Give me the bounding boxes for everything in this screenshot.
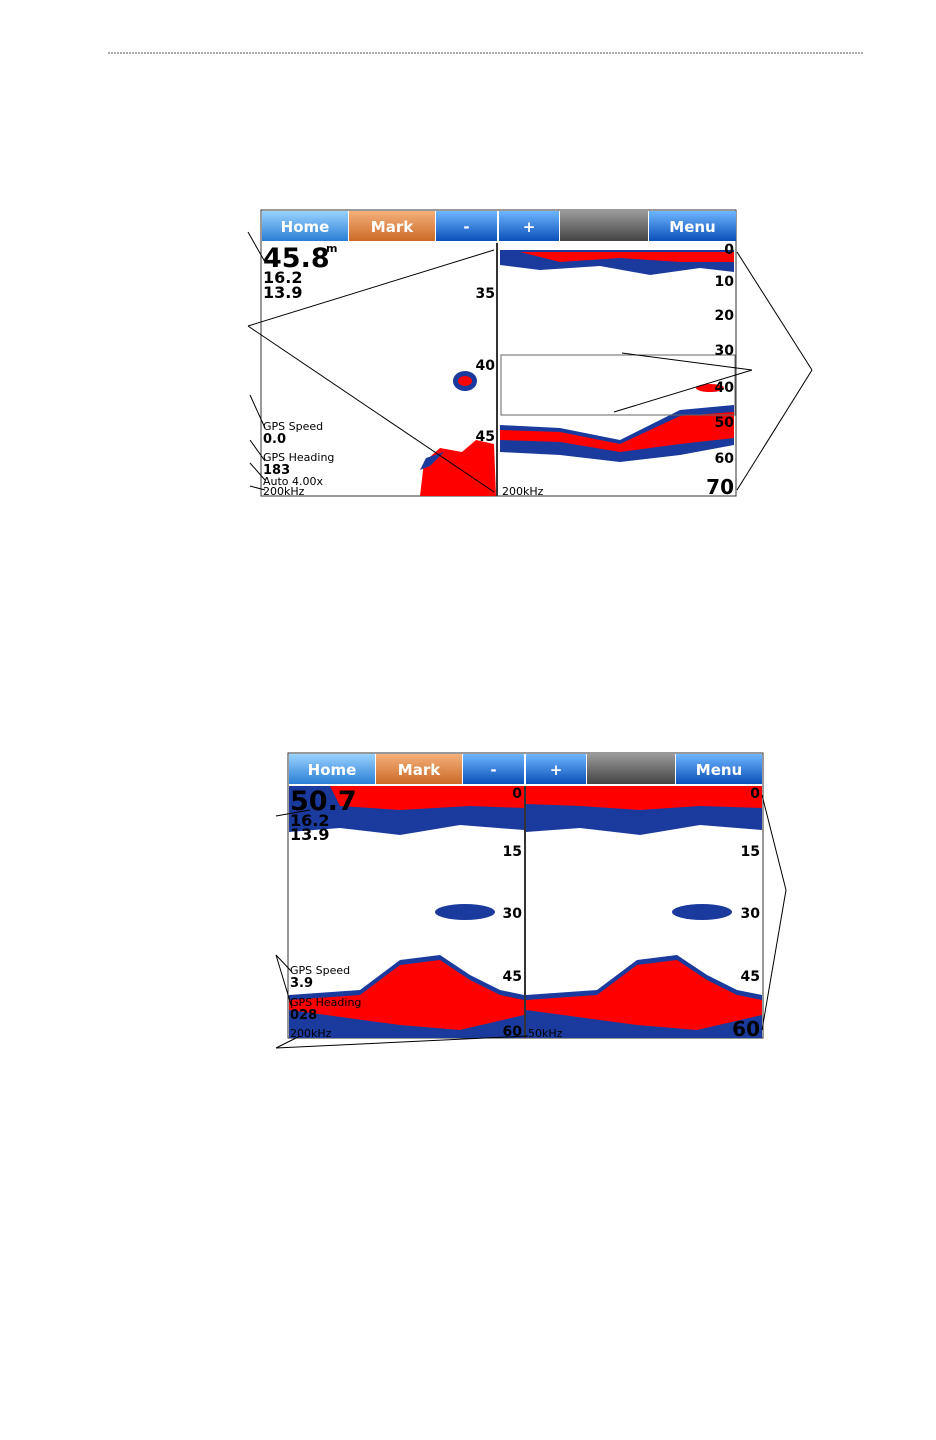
- button[interactable]: [649, 211, 736, 241]
- depth-scale-label: 30: [503, 906, 523, 922]
- depth-scale-label: 15: [503, 844, 522, 860]
- button-label[interactable]: +: [550, 761, 563, 779]
- button-label[interactable]: -: [463, 218, 469, 236]
- readout: 13.9: [263, 283, 302, 302]
- gps-speed: 3.9: [290, 976, 313, 991]
- depth-scale-label: 0: [512, 786, 522, 802]
- depth-scale-label: 0: [750, 786, 760, 802]
- button-label[interactable]: Home: [281, 218, 330, 236]
- button-label[interactable]: Home: [308, 761, 357, 779]
- gps-speed-label: GPS Speed: [263, 420, 323, 433]
- gps-heading: 028: [290, 1008, 317, 1023]
- button-label[interactable]: +: [523, 218, 536, 236]
- gps-heading-label: GPS Heading: [290, 996, 361, 1009]
- depth-scale-label: 45: [476, 429, 495, 445]
- depth-readout: 50.7: [290, 786, 357, 817]
- button-label[interactable]: Mark: [398, 761, 441, 779]
- depth-scale-label: 60: [503, 1024, 523, 1040]
- depth-scale-label: 35: [476, 286, 495, 302]
- button[interactable]: [436, 211, 497, 241]
- sonar-art: [260, 209, 737, 497]
- zoom-level: Auto 4.00x: [263, 475, 324, 488]
- sonar-art: [287, 752, 764, 1039]
- frequency: 200kHz: [290, 1027, 332, 1040]
- button-label[interactable]: -: [490, 761, 496, 779]
- depth-scale-label: 20: [715, 308, 735, 324]
- button[interactable]: [499, 211, 559, 241]
- readout: 16.2: [263, 268, 302, 287]
- button[interactable]: [463, 754, 524, 784]
- depth-scale-label: 30: [741, 906, 761, 922]
- depth-scale-label: 15: [741, 844, 760, 860]
- depth-scale-label: 50: [715, 415, 735, 431]
- gps-speed: 0.0: [263, 432, 286, 447]
- depth-scale-label: 0: [724, 242, 734, 258]
- button[interactable]: [289, 754, 375, 784]
- button[interactable]: [376, 754, 462, 784]
- button[interactable]: [349, 211, 435, 241]
- depth-scale-label: 30: [715, 343, 735, 359]
- button-blank: [587, 754, 675, 784]
- frequency: 200kHz: [502, 485, 544, 498]
- depth-scale-label: 45: [503, 969, 522, 985]
- button-label[interactable]: Menu: [669, 218, 715, 236]
- readout: 13.9: [290, 825, 329, 844]
- button-blank: [560, 211, 648, 241]
- depth-scale-label: 45: [741, 969, 760, 985]
- frequency: 200kHz: [263, 485, 305, 498]
- callout-lines: [247, 231, 813, 1049]
- depth-unit: m: [326, 242, 337, 255]
- depth-scale-label: 60: [715, 451, 735, 467]
- button[interactable]: [262, 211, 348, 241]
- gps-speed-label: GPS Speed: [290, 964, 350, 977]
- depth-scale-label: 40: [715, 380, 735, 396]
- frequency: 50kHz: [528, 1027, 563, 1040]
- button[interactable]: [526, 754, 586, 784]
- readout: 16.2: [290, 811, 329, 830]
- depth-readout: 45.8: [263, 243, 330, 274]
- button[interactable]: [676, 754, 762, 784]
- gps-heading: 183: [263, 463, 290, 478]
- button-label[interactable]: Mark: [371, 218, 414, 236]
- depth-scale-label: 60: [732, 1017, 760, 1041]
- button-label[interactable]: Menu: [696, 761, 742, 779]
- depth-scale-label: 40: [476, 358, 496, 374]
- depth-scale-label: 10: [715, 274, 735, 290]
- depth-scale-label: 70: [706, 475, 734, 499]
- gps-heading-label: GPS Heading: [263, 451, 334, 464]
